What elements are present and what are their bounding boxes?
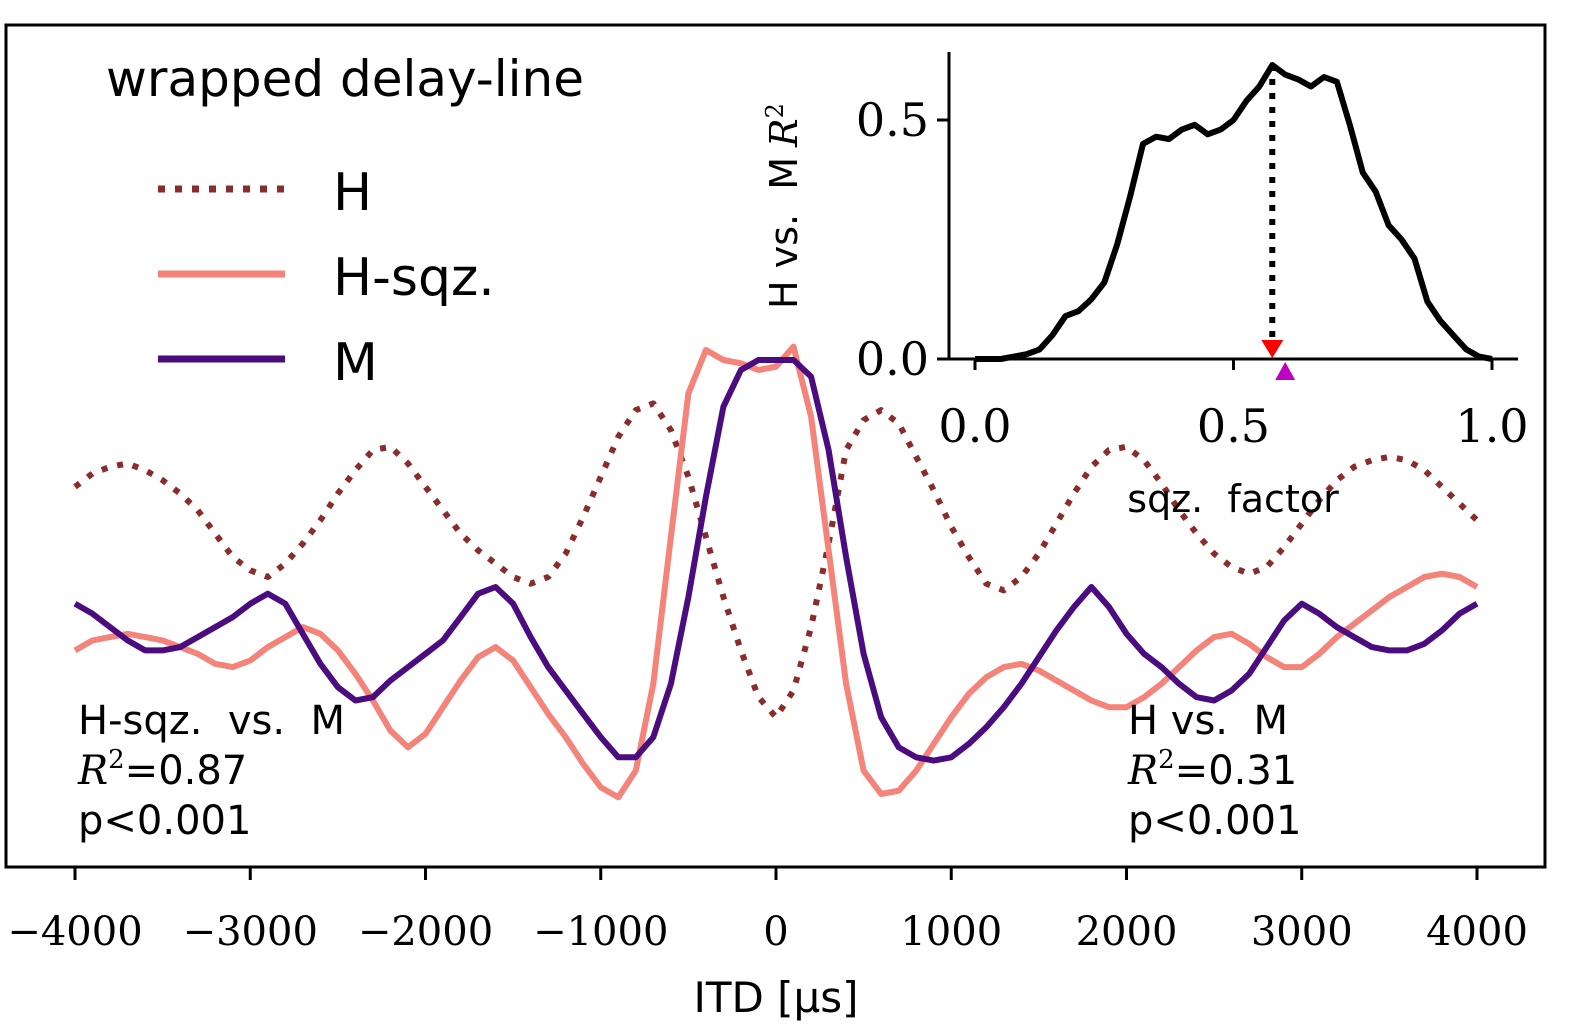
inset-y-axis-label-math: R	[762, 118, 806, 148]
main-x-ticks: −4000 −3000 −2000 −1000 0 1000 2000 3000 4000	[7, 867, 1528, 955]
legend: H H-sqz. M	[158, 163, 495, 393]
inset-y-tick-label-0-5: 0.5	[856, 93, 929, 147]
x-tick-label-1000: 1000	[900, 909, 1002, 955]
x-tick-label-1000: −1000	[533, 909, 668, 955]
x-axis-label: ITD [μs]	[693, 973, 858, 1022]
annotation-right: H vs. M R2=0.31 p<0.001	[1127, 698, 1301, 844]
annotation-right-title: H vs. M	[1128, 698, 1288, 744]
inset-y-axis-label: H vs. M R2	[761, 103, 806, 309]
inset-x-tick-label-0-0: 0.0	[938, 399, 1011, 453]
x-tick-label-4000: 4000	[1426, 909, 1528, 955]
annotation-left-r2-sup: 2	[108, 745, 125, 775]
annotation-left-r2: R2=0.87	[77, 745, 247, 794]
annotation-left-title: H-sqz. vs. M	[78, 698, 345, 744]
x-tick-label-3000: 3000	[1251, 909, 1353, 955]
annotation-right-r2-value: =0.31	[1175, 748, 1298, 794]
annotation-right-p: p<0.001	[1128, 798, 1301, 844]
inset-series-group	[975, 62, 1493, 380]
series-line-m	[73, 357, 1479, 764]
inset-marker-red-down-triangle	[1261, 340, 1284, 358]
inset-ticks: 0.0 0.5 1.0 0.0 0.5	[856, 93, 1529, 453]
x-tick-label-2000: 2000	[1076, 909, 1178, 955]
x-tick-label-3000: −3000	[183, 909, 318, 955]
chart-title: wrapped delay-line	[106, 50, 584, 108]
annotation-left-r2-symbol: R	[77, 748, 108, 794]
inset-plot: 0.0 0.5 1.0 0.0 0.5 sqz. factor H vs. M R2	[761, 52, 1529, 521]
inset-y-axis-label-sup: 2	[761, 103, 789, 118]
annotation-left: H-sqz. vs. M R2=0.87 p<0.001	[77, 698, 345, 844]
inset-x-tick-label-1-0: 1.0	[1455, 399, 1528, 453]
inset-x-axis-label: sqz. factor	[1127, 477, 1339, 521]
inset-curve	[975, 62, 1493, 362]
annotation-left-r2-value: =0.87	[125, 748, 248, 794]
series-line-h-sqz	[73, 343, 1479, 801]
x-tick-label-0: 0	[763, 909, 788, 955]
legend-label-h: H	[333, 163, 372, 223]
annotation-left-p: p<0.001	[78, 798, 251, 844]
inset-y-tick-label-0-0: 0.0	[856, 332, 929, 386]
x-tick-label-4000: −4000	[7, 909, 142, 955]
inset-y-axis-label-text: H vs. M	[762, 157, 806, 309]
main-series-group	[73, 343, 1480, 801]
inset-x-tick-label-0-5: 0.5	[1197, 399, 1270, 453]
annotation-right-r2-symbol: R	[1127, 748, 1158, 794]
series-line-h	[73, 400, 1480, 721]
x-tick-label-2000: −2000	[358, 909, 493, 955]
annotation-right-r2: R2=0.31	[1127, 745, 1297, 794]
inset-marker-magenta-up-triangle	[1275, 362, 1296, 380]
legend-label-m: M	[333, 333, 378, 393]
annotation-right-r2-sup: 2	[1158, 745, 1175, 775]
legend-label-h-sqz: H-sqz.	[333, 248, 495, 308]
